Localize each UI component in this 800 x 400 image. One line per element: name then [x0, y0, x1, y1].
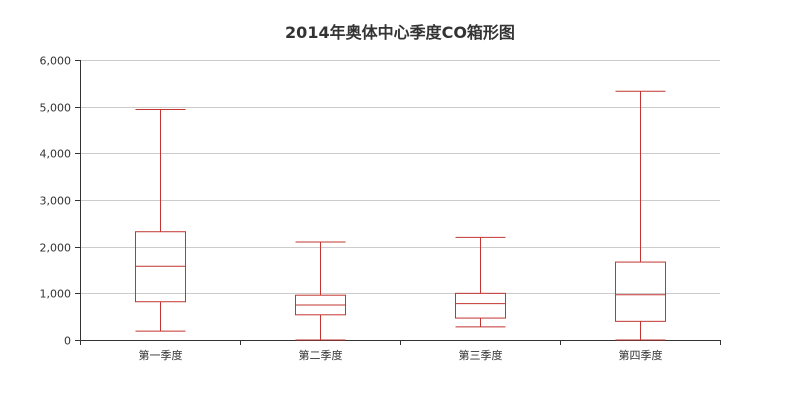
tick-labels: 0 1,000 2,000 3,000 4,000 5,000 6,000 第一季度 第二季度 第…: [40, 55, 663, 363]
axes: [75, 60, 721, 345]
boxes: [135, 90, 666, 341]
boxplot-item: [135, 108, 186, 332]
y-tick-label: 1,000: [40, 288, 72, 301]
x-tick-label: 第三季度: [459, 348, 503, 362]
y-tick-label: 0: [64, 335, 71, 348]
y-tick-label: 2,000: [40, 242, 72, 255]
iqr-box: [615, 261, 666, 322]
y-tick-label: 3,000: [40, 195, 72, 208]
x-tick-label: 第二季度: [299, 348, 343, 362]
iqr-box: [455, 292, 506, 319]
y-tick-label: 4,000: [40, 148, 72, 161]
gridlines: [80, 60, 720, 294]
x-tick-label: 第四季度: [619, 348, 663, 362]
y-tick-label: 5,000: [40, 102, 72, 115]
boxplot-item: [615, 90, 666, 341]
y-tick-label: 6,000: [40, 55, 72, 68]
boxplot-item: [455, 236, 506, 328]
boxplot-item: [295, 241, 346, 341]
chart-title: 2014年奥体中心季度CO箱形图: [285, 23, 515, 42]
x-tick-label: 第一季度: [139, 348, 183, 362]
